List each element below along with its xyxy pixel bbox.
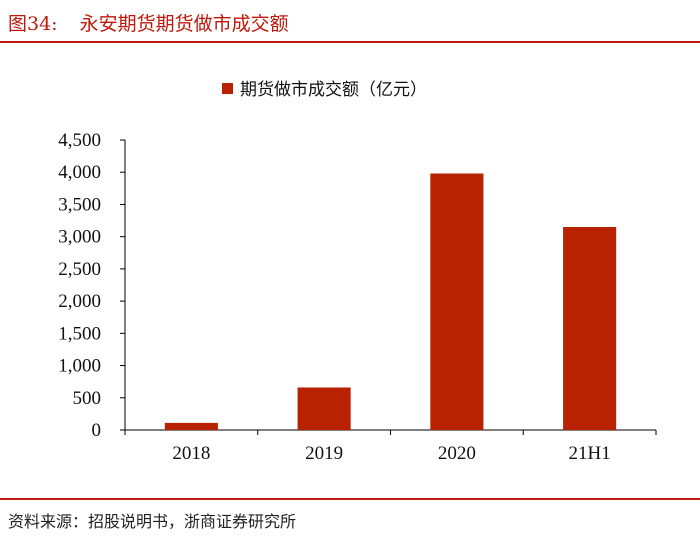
figure-number: 图34:: [8, 13, 58, 35]
bars: [164, 173, 617, 430]
y-tick-label: 0: [92, 420, 102, 441]
bar-2018: [164, 422, 218, 430]
header-rule: [0, 41, 700, 43]
y-tick-label: 2,500: [58, 259, 101, 280]
legend: 期货做市成交额（亿元）: [222, 80, 427, 99]
y-tick-label: 500: [73, 388, 102, 409]
y-tick-label: 3,500: [58, 194, 101, 215]
legend-swatch: [222, 83, 233, 94]
bar-21H1: [563, 227, 617, 430]
legend-label: 期货做市成交额（亿元）: [240, 80, 427, 99]
y-tick-label: 4,000: [58, 162, 101, 183]
x-tick-label: 21H1: [569, 443, 611, 464]
source-note: 资料来源：招股说明书，浙商证券研究所: [8, 512, 297, 531]
bar-2020: [430, 173, 484, 430]
figure-title: 图34: 永安期货期货做市成交额: [8, 9, 289, 36]
y-tick-label: 4,500: [58, 130, 101, 151]
axes: 0 500 1,000 1,500 2,000 2,500 3,000 3,500 4,000 4…: [58, 130, 657, 464]
y-tick-label: 1,500: [58, 323, 101, 344]
y-tick-label: 2,000: [58, 291, 101, 312]
y-tick-label: 1,000: [58, 356, 101, 377]
figure-title-text: 永安期货期货做市成交额: [79, 13, 289, 35]
bar-2019: [297, 387, 351, 430]
y-tick-label: 3,000: [58, 227, 101, 248]
figure-header: 图34: 永安期货期货做市成交额: [0, 0, 700, 44]
x-tick-label: 2019: [305, 443, 343, 464]
bar-chart: 期货做市成交额（亿元） 0 500 1,000 1,500 2,000 2,500 3,00…: [58, 80, 657, 464]
x-tick-label: 2018: [172, 443, 210, 464]
x-tick-label: 2020: [438, 443, 476, 464]
footer-rule: [0, 498, 700, 500]
